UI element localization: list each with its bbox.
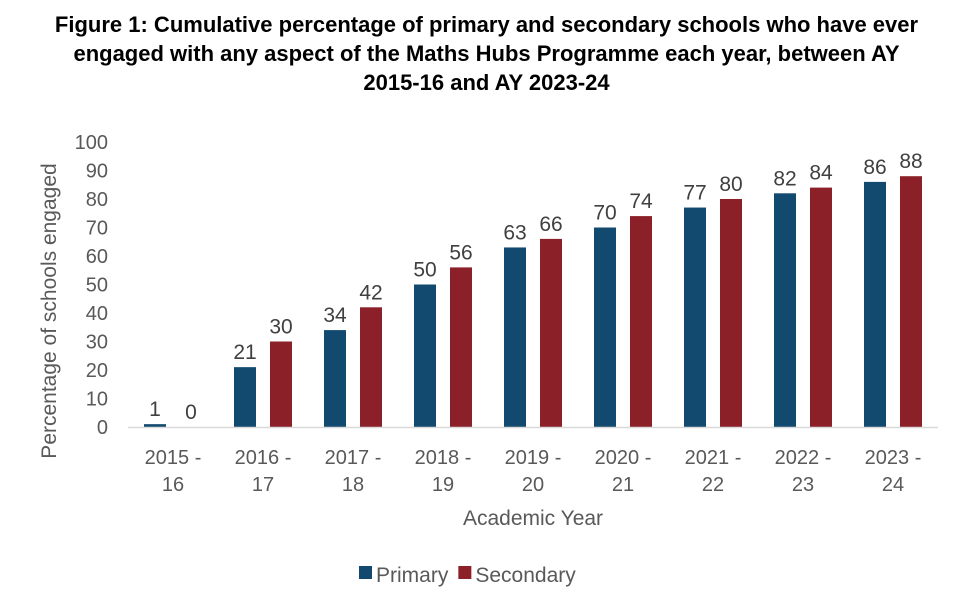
bar-secondary xyxy=(900,176,922,427)
data-label-secondary: 56 xyxy=(449,241,472,264)
x-tick-label: 2023 -24 xyxy=(865,447,922,496)
bar-secondary xyxy=(630,216,652,427)
y-axis-ticks: 0 10 20 30 40 50 60 70 80 90 100 xyxy=(75,132,108,439)
bar-primary xyxy=(414,284,436,427)
legend-swatch-primary xyxy=(359,566,372,579)
x-axis-ticks: 2015 -16 2016 -17 2017 -18 2018 -19 2019 -20… xyxy=(145,447,922,496)
bar-primary xyxy=(684,207,706,427)
data-label-primary: 63 xyxy=(503,221,526,244)
chart-title-line-1: Figure 1: Cumulative percentage of prima… xyxy=(54,12,919,37)
bar-secondary xyxy=(540,238,562,427)
x-tick-label: 2017 -18 xyxy=(325,447,382,496)
y-axis-label: Percentage of schools engaged xyxy=(38,163,61,458)
chart-title: Figure 1: Cumulative percentage of prima… xyxy=(0,10,973,97)
data-label-primary: 34 xyxy=(323,304,347,327)
data-label-secondary: 30 xyxy=(269,316,292,339)
bar-secondary xyxy=(810,187,832,427)
legend-label-primary: Primary xyxy=(376,564,449,587)
bar-primary xyxy=(864,181,886,427)
data-label-primary: 21 xyxy=(233,341,256,364)
chart-title-line-2: engaged with any aspect of the Maths Hub… xyxy=(73,41,900,66)
legend: Primary Secondary xyxy=(359,564,576,587)
data-label-secondary: 42 xyxy=(359,281,382,304)
data-label-secondary: 88 xyxy=(899,150,922,173)
x-tick-label: 2019 -20 xyxy=(505,447,562,496)
data-label-primary: 50 xyxy=(413,259,436,282)
y-tick-label: 60 xyxy=(86,246,108,268)
bar-secondary xyxy=(270,341,292,427)
x-tick-label: 2018 -19 xyxy=(415,447,472,496)
data-label-secondary: 0 xyxy=(185,401,197,424)
legend-swatch-secondary xyxy=(458,566,472,579)
y-tick-label: 50 xyxy=(86,275,108,297)
data-label-primary: 70 xyxy=(593,202,616,225)
y-tick-label: 10 xyxy=(86,389,108,411)
x-tick-label: 2016 -17 xyxy=(235,447,292,496)
y-tick-label: 100 xyxy=(75,132,108,154)
bar-primary xyxy=(594,227,616,427)
x-tick-label: 2022 -23 xyxy=(775,447,832,496)
bars xyxy=(144,176,922,427)
bar-primary xyxy=(774,193,796,427)
y-tick-label: 80 xyxy=(86,189,108,211)
bar-primary xyxy=(234,367,256,427)
y-tick-label: 0 xyxy=(97,417,108,439)
y-tick-label: 20 xyxy=(86,360,108,382)
y-tick-label: 90 xyxy=(86,161,108,183)
y-tick-label: 40 xyxy=(86,303,108,325)
x-axis-label: Academic Year xyxy=(463,507,603,530)
data-labels: 1 0 21 30 34 42 50 56 63 66 70 74 77 80 82 84 86 88 xyxy=(149,150,923,424)
bar-secondary xyxy=(720,199,742,427)
chart-title-line-3: 2015-16 and AY 2023-24 xyxy=(363,70,610,95)
data-label-secondary: 74 xyxy=(629,190,653,213)
bar-primary xyxy=(504,247,526,427)
y-tick-label: 30 xyxy=(86,332,108,354)
y-tick-label: 70 xyxy=(86,218,108,240)
data-label-primary: 82 xyxy=(773,167,796,190)
data-label-secondary: 84 xyxy=(809,162,833,185)
legend-label-secondary: Secondary xyxy=(475,564,576,587)
bar-primary xyxy=(144,424,166,427)
x-tick-label: 2021 -22 xyxy=(685,447,742,496)
bar-secondary xyxy=(360,307,382,427)
x-tick-label: 2020 -21 xyxy=(595,447,652,496)
bar-secondary xyxy=(450,267,472,427)
x-tick-label: 2015 -16 xyxy=(145,447,202,496)
data-label-primary: 86 xyxy=(863,156,886,179)
data-label-secondary: 80 xyxy=(719,173,742,196)
bar-primary xyxy=(324,330,346,427)
data-label-secondary: 66 xyxy=(539,213,562,236)
data-label-primary: 77 xyxy=(683,182,706,205)
data-label-primary: 1 xyxy=(149,398,161,421)
